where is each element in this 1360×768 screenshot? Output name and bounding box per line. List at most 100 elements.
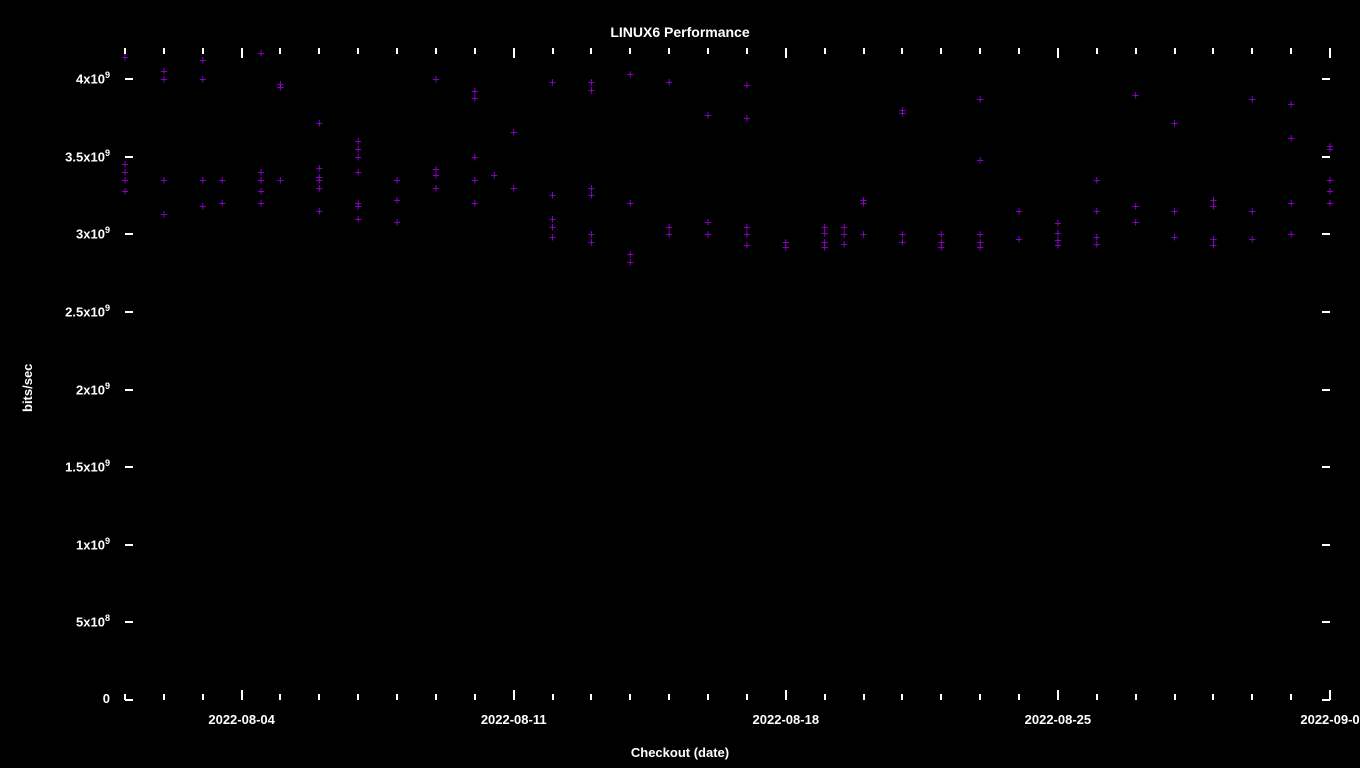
data-point: + (937, 240, 945, 253)
x-tick (824, 694, 826, 700)
chart-title: LINUX6 Performance (0, 24, 1360, 40)
x-tick (1329, 690, 1331, 700)
data-point: + (588, 228, 596, 241)
x-tick (1290, 694, 1292, 700)
data-point: + (1015, 205, 1023, 218)
data-point: + (1248, 232, 1256, 245)
data-point: + (316, 205, 324, 218)
x-tick (1135, 48, 1137, 54)
x-tick (279, 48, 281, 54)
data-point: + (1248, 205, 1256, 218)
data-point: + (393, 215, 401, 228)
data-point: + (1287, 228, 1295, 241)
data-point: + (1015, 232, 1023, 245)
y-tick (125, 621, 133, 623)
data-point: + (1248, 93, 1256, 106)
x-tick (940, 694, 942, 700)
data-point: + (549, 231, 557, 244)
data-point: + (354, 212, 362, 225)
data-point: + (782, 240, 790, 253)
x-tick (202, 694, 204, 700)
x-tick (824, 48, 826, 54)
x-tick (474, 48, 476, 54)
data-point: + (1132, 88, 1140, 101)
x-tick (1290, 48, 1292, 54)
x-tick (1018, 694, 1020, 700)
x-tick (435, 694, 437, 700)
data-point: + (471, 91, 479, 104)
data-point: + (1171, 205, 1179, 218)
x-tick (1174, 694, 1176, 700)
x-tick (746, 48, 748, 54)
y-tick (1322, 311, 1330, 313)
data-point: + (218, 173, 226, 186)
data-point: + (316, 181, 324, 194)
data-point: + (510, 125, 518, 138)
data-point: + (199, 173, 207, 186)
x-tick (435, 48, 437, 54)
data-point: + (627, 68, 635, 81)
y-tick-label: 1x109 (0, 536, 110, 552)
x-tick (629, 694, 631, 700)
x-tick (940, 48, 942, 54)
data-point: + (471, 150, 479, 163)
data-point: + (257, 197, 265, 210)
data-point: + (627, 256, 635, 269)
data-point: + (821, 240, 829, 253)
data-point: + (354, 150, 362, 163)
x-tick-label: 2022-08-04 (182, 712, 302, 727)
x-tick (513, 48, 515, 58)
y-tick (1322, 544, 1330, 546)
data-point: + (1093, 205, 1101, 218)
x-tick (668, 48, 670, 54)
x-tick (1212, 694, 1214, 700)
x-tick-label: 2022-08-25 (998, 712, 1118, 727)
data-point: + (899, 107, 907, 120)
y-tick-label: 4x109 (0, 70, 110, 86)
data-point: + (976, 240, 984, 253)
x-tick (979, 694, 981, 700)
x-tick-label: 2022-08-18 (726, 712, 846, 727)
x-axis-label: Checkout (date) (0, 745, 1360, 760)
y-tick (125, 78, 133, 80)
data-point: + (121, 51, 129, 64)
x-tick (357, 48, 359, 54)
data-point: + (976, 153, 984, 166)
data-point: + (218, 197, 226, 210)
x-tick (124, 694, 126, 700)
data-point: + (393, 173, 401, 186)
x-tick (1135, 694, 1137, 700)
data-point: + (1171, 116, 1179, 129)
data-point: + (549, 189, 557, 202)
x-tick (1096, 48, 1098, 54)
y-tick-label: 2x109 (0, 381, 110, 397)
y-tick-label: 2.5x109 (0, 303, 110, 319)
x-tick (785, 48, 787, 58)
data-point: + (1287, 197, 1295, 210)
x-tick (396, 48, 398, 54)
data-point: + (160, 208, 168, 221)
data-point: + (316, 116, 324, 129)
data-point: + (471, 197, 479, 210)
data-point: + (627, 197, 635, 210)
data-point: + (665, 228, 673, 241)
x-tick (279, 694, 281, 700)
data-point: + (354, 166, 362, 179)
data-point: + (1132, 200, 1140, 213)
data-point: + (257, 46, 265, 59)
x-tick (552, 48, 554, 54)
y-tick (125, 233, 133, 235)
data-point: + (1054, 239, 1062, 252)
x-tick (590, 694, 592, 700)
y-tick (125, 699, 133, 701)
data-point: + (1287, 97, 1295, 110)
x-tick (590, 48, 592, 54)
y-tick (125, 311, 133, 313)
data-point: + (860, 197, 868, 210)
x-tick (1329, 48, 1331, 58)
data-point: + (860, 228, 868, 241)
y-tick (1322, 621, 1330, 623)
y-tick (125, 466, 133, 468)
data-point: + (743, 79, 751, 92)
data-point: + (432, 73, 440, 86)
